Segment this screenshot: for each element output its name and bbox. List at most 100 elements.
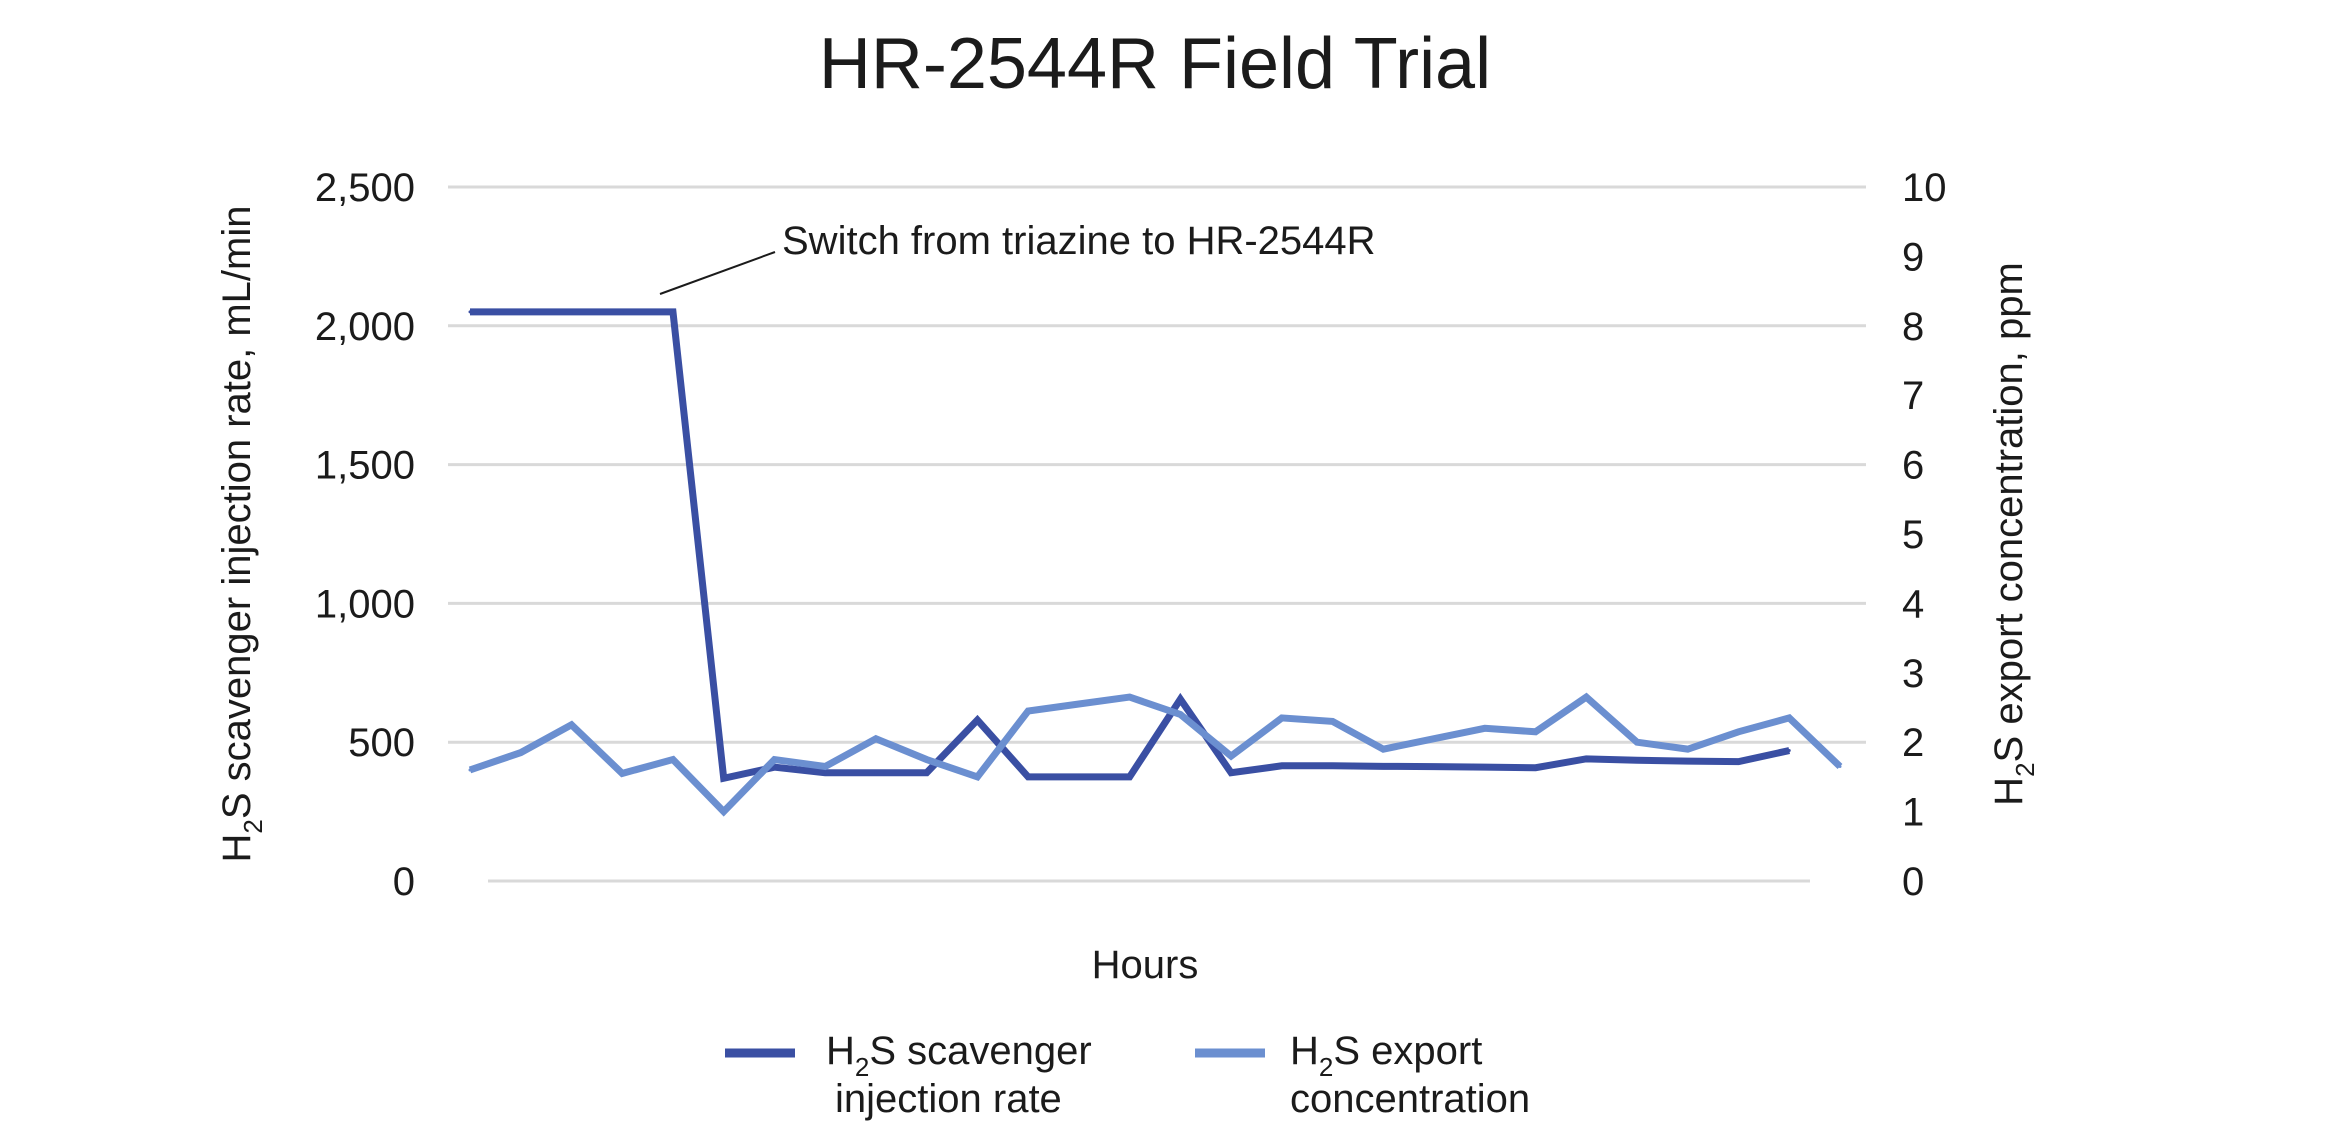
data-point-injection-rate bbox=[1534, 766, 1538, 770]
series-export-concentration bbox=[468, 692, 1843, 817]
legend-label-line2: concentration bbox=[1290, 1077, 1530, 1121]
data-point-injection-rate bbox=[569, 310, 573, 314]
right-axis-title-text-part: H bbox=[1987, 777, 2031, 806]
data-point-export-concentration bbox=[975, 775, 979, 779]
left-tick-label: 1,500 bbox=[315, 444, 415, 488]
data-point-injection-rate bbox=[722, 776, 726, 780]
data-point-injection-rate bbox=[1483, 765, 1487, 769]
right-tick-label: 10 bbox=[1902, 166, 1947, 210]
legend-label-part: H bbox=[1290, 1029, 1319, 1073]
annotation: Switch from triazine to HR-2544R bbox=[659, 219, 1376, 295]
data-point-export-concentration bbox=[1229, 754, 1233, 758]
data-point-injection-rate bbox=[1229, 771, 1233, 775]
chart-title: HR-2544R Field Trial bbox=[819, 24, 1491, 104]
data-point-injection-rate bbox=[874, 771, 878, 775]
right-axis-title-text-part: S export concentration, ppm bbox=[1987, 262, 2031, 762]
data-point-injection-rate bbox=[823, 771, 827, 775]
right-tick-label: 8 bbox=[1902, 305, 1924, 349]
data-point-injection-rate bbox=[1635, 758, 1639, 762]
data-point-injection-rate bbox=[1686, 759, 1690, 763]
annotation-text: Switch from triazine to HR-2544R bbox=[782, 219, 1376, 263]
left-tick-label: 2,500 bbox=[315, 166, 415, 210]
left-tick-label: 0 bbox=[393, 860, 415, 904]
data-point-export-concentration bbox=[620, 771, 624, 775]
series-line-injection-rate bbox=[470, 308, 1791, 783]
data-point-export-concentration bbox=[1128, 695, 1132, 699]
left-axis-ticks: 0 500 1,000 1,500 2,000 2,500 bbox=[315, 166, 415, 904]
right-tick-label: 0 bbox=[1902, 860, 1924, 904]
legend-label-subscript: 2 bbox=[855, 1052, 869, 1082]
right-tick-label: 9 bbox=[1902, 235, 1924, 279]
data-point-export-concentration bbox=[519, 751, 523, 755]
left-axis-title-text: H2S scavenger injection rate, mL/min bbox=[215, 206, 268, 863]
data-point-export-concentration bbox=[1534, 730, 1538, 734]
data-point-export-concentration bbox=[569, 723, 573, 727]
legend-label-part: S export bbox=[1333, 1029, 1482, 1073]
right-tick-label: 5 bbox=[1902, 513, 1924, 557]
legend-label: H2S export bbox=[1290, 1029, 1482, 1082]
legend-label-part: S scavenger bbox=[869, 1029, 1091, 1073]
legend-label-subscript: 2 bbox=[1319, 1052, 1333, 1082]
data-point-injection-rate bbox=[975, 718, 979, 722]
data-point-injection-rate bbox=[1584, 757, 1588, 761]
series-layer bbox=[468, 308, 1843, 817]
series-injection-rate bbox=[468, 308, 1791, 783]
data-point-export-concentration bbox=[1686, 747, 1690, 751]
left-axis-title: H2S scavenger injection rate, mL/min bbox=[215, 206, 268, 863]
data-point-export-concentration bbox=[1584, 695, 1588, 699]
legend-label-part: H bbox=[826, 1029, 855, 1073]
data-point-export-concentration bbox=[925, 758, 929, 762]
data-point-export-concentration bbox=[1432, 737, 1436, 741]
left-tick-label: 1,000 bbox=[315, 582, 415, 626]
data-point-injection-rate bbox=[772, 765, 776, 769]
data-point-export-concentration bbox=[468, 768, 472, 772]
right-tick-label: 4 bbox=[1902, 582, 1924, 626]
right-tick-label: 7 bbox=[1902, 374, 1924, 418]
data-point-export-concentration bbox=[1787, 716, 1791, 720]
series-line-export-concentration bbox=[468, 692, 1843, 817]
data-point-export-concentration bbox=[1381, 747, 1385, 751]
data-point-injection-rate bbox=[1331, 764, 1335, 768]
legend-label-line2: injection rate bbox=[835, 1077, 1062, 1121]
gridlines bbox=[448, 185, 1866, 883]
data-point-injection-rate bbox=[1737, 760, 1741, 764]
data-point-injection-rate bbox=[620, 310, 624, 314]
data-point-injection-rate bbox=[1787, 749, 1791, 753]
annotation-leader-line bbox=[659, 251, 776, 295]
data-point-injection-rate bbox=[519, 310, 523, 314]
right-tick-label: 1 bbox=[1902, 791, 1924, 835]
data-point-export-concentration bbox=[1331, 719, 1335, 723]
data-point-injection-rate bbox=[1128, 775, 1132, 779]
data-point-export-concentration bbox=[874, 737, 878, 741]
data-point-export-concentration bbox=[1483, 726, 1487, 730]
x-axis-title: Hours bbox=[1092, 943, 1199, 987]
left-axis-title-text-subscript: 2 bbox=[238, 819, 268, 833]
right-axis-title-text-subscript: 2 bbox=[2010, 762, 2040, 776]
data-point-export-concentration bbox=[1737, 730, 1741, 734]
data-point-injection-rate bbox=[468, 310, 472, 314]
left-tick-label: 2,000 bbox=[315, 305, 415, 349]
data-point-export-concentration bbox=[1280, 716, 1284, 720]
data-point-export-concentration bbox=[1178, 712, 1182, 716]
data-point-export-concentration bbox=[1026, 709, 1030, 713]
right-tick-label: 6 bbox=[1902, 444, 1924, 488]
data-point-injection-rate bbox=[1432, 765, 1436, 769]
data-point-injection-rate bbox=[1280, 764, 1284, 768]
left-axis-title-text-part: S scavenger injection rate, mL/min bbox=[215, 206, 259, 820]
data-point-export-concentration bbox=[1077, 702, 1081, 706]
right-tick-label: 2 bbox=[1902, 721, 1924, 765]
data-point-injection-rate bbox=[1077, 775, 1081, 779]
data-point-injection-rate bbox=[925, 771, 929, 775]
data-point-injection-rate bbox=[1026, 775, 1030, 779]
data-point-injection-rate bbox=[671, 310, 675, 314]
right-axis-title-text: H2S export concentration, ppm bbox=[1987, 262, 2040, 806]
right-axis-ticks: 0 1 2 3 4 5 6 7 8 9 10 bbox=[1902, 166, 1947, 904]
data-point-export-concentration bbox=[1635, 740, 1639, 744]
data-point-export-concentration bbox=[1838, 764, 1842, 768]
left-axis-title-text-part: H bbox=[215, 834, 259, 863]
data-point-injection-rate bbox=[1381, 764, 1385, 768]
